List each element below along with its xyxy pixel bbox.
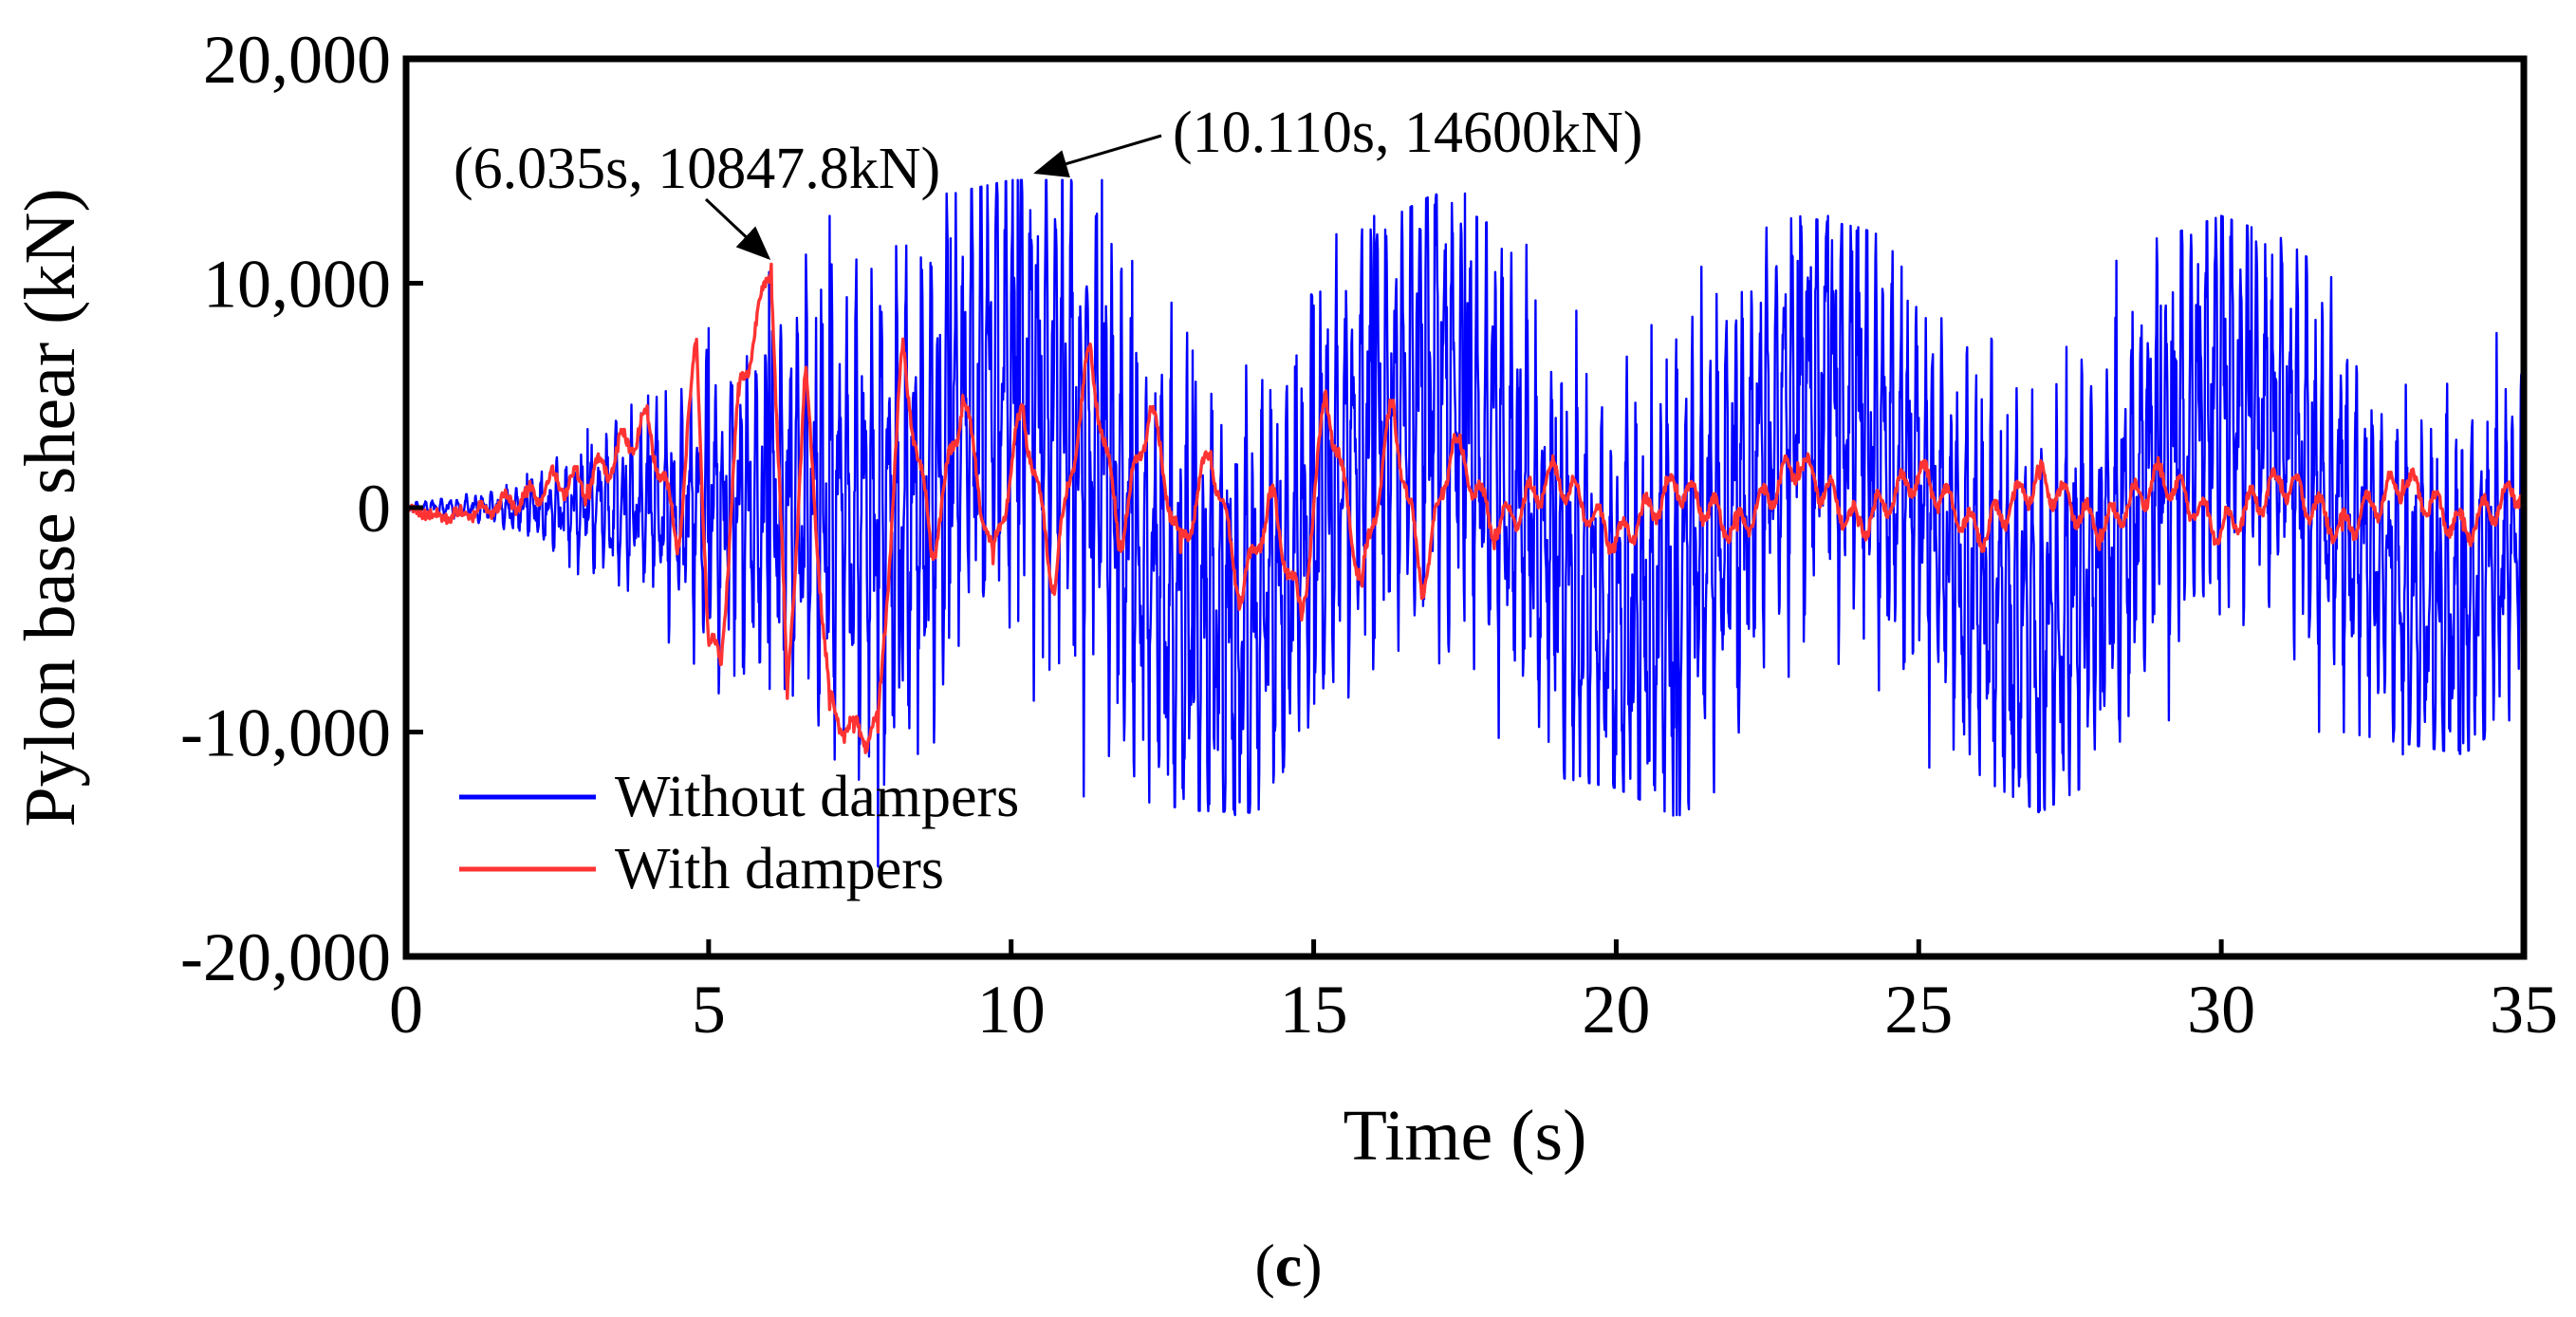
x-tick-label: 5	[692, 972, 726, 1048]
y-tick-label: 0	[357, 471, 391, 547]
legend: Without dampers With dampers	[459, 765, 1019, 901]
x-tick-label: 10	[977, 972, 1046, 1048]
x-axis-title: Time (s)	[1344, 1096, 1587, 1176]
y-tick-label: 20,000	[203, 22, 391, 98]
legend-label-without-dampers: Without dampers	[615, 765, 1019, 829]
y-axis-title: Pylon base shear (kN)	[10, 188, 90, 826]
annotation-arrow-peak-without-dampers	[1033, 134, 1162, 178]
series-line-with-dampers	[406, 262, 2524, 754]
y-tick-label: 10,000	[203, 247, 391, 323]
x-tick-label: 30	[2187, 972, 2255, 1048]
panel-label-open: (	[1254, 1232, 1274, 1299]
series-layer	[406, 178, 2524, 868]
x-tick-label: 25	[1884, 972, 1953, 1048]
series-line-without-dampers	[406, 178, 2524, 868]
y-tick-label: -10,000	[180, 696, 391, 771]
annotation-text-peak-with-dampers: (6.035s, 10847.8kN)	[454, 137, 940, 201]
legend-label-with-dampers: With dampers	[615, 837, 944, 901]
axis-layer: 0 5 10 15 20 25 30 35 -20,000 -10,000 0 10,000 20,00…	[180, 22, 2558, 1048]
annotation-text-peak-without-dampers: (10.110s, 14600kN)	[1173, 101, 1642, 165]
x-tick-label: 35	[2490, 972, 2558, 1048]
x-tick-label: 20	[1582, 972, 1650, 1048]
y-tick-label: -20,000	[180, 919, 391, 995]
annotation-peak-with-dampers: (6.035s, 10847.8kN)	[454, 137, 940, 261]
panel-label: (c)	[1254, 1232, 1322, 1299]
x-tick-label: 0	[389, 972, 423, 1048]
panel-label-close: )	[1302, 1232, 1322, 1299]
annotation-peak-without-dampers: (10.110s, 14600kN)	[1033, 101, 1642, 178]
annotation-arrow-peak-with-dampers	[704, 197, 771, 261]
x-tick-label: 15	[1280, 972, 1348, 1048]
panel-label-letter: c	[1275, 1232, 1302, 1299]
